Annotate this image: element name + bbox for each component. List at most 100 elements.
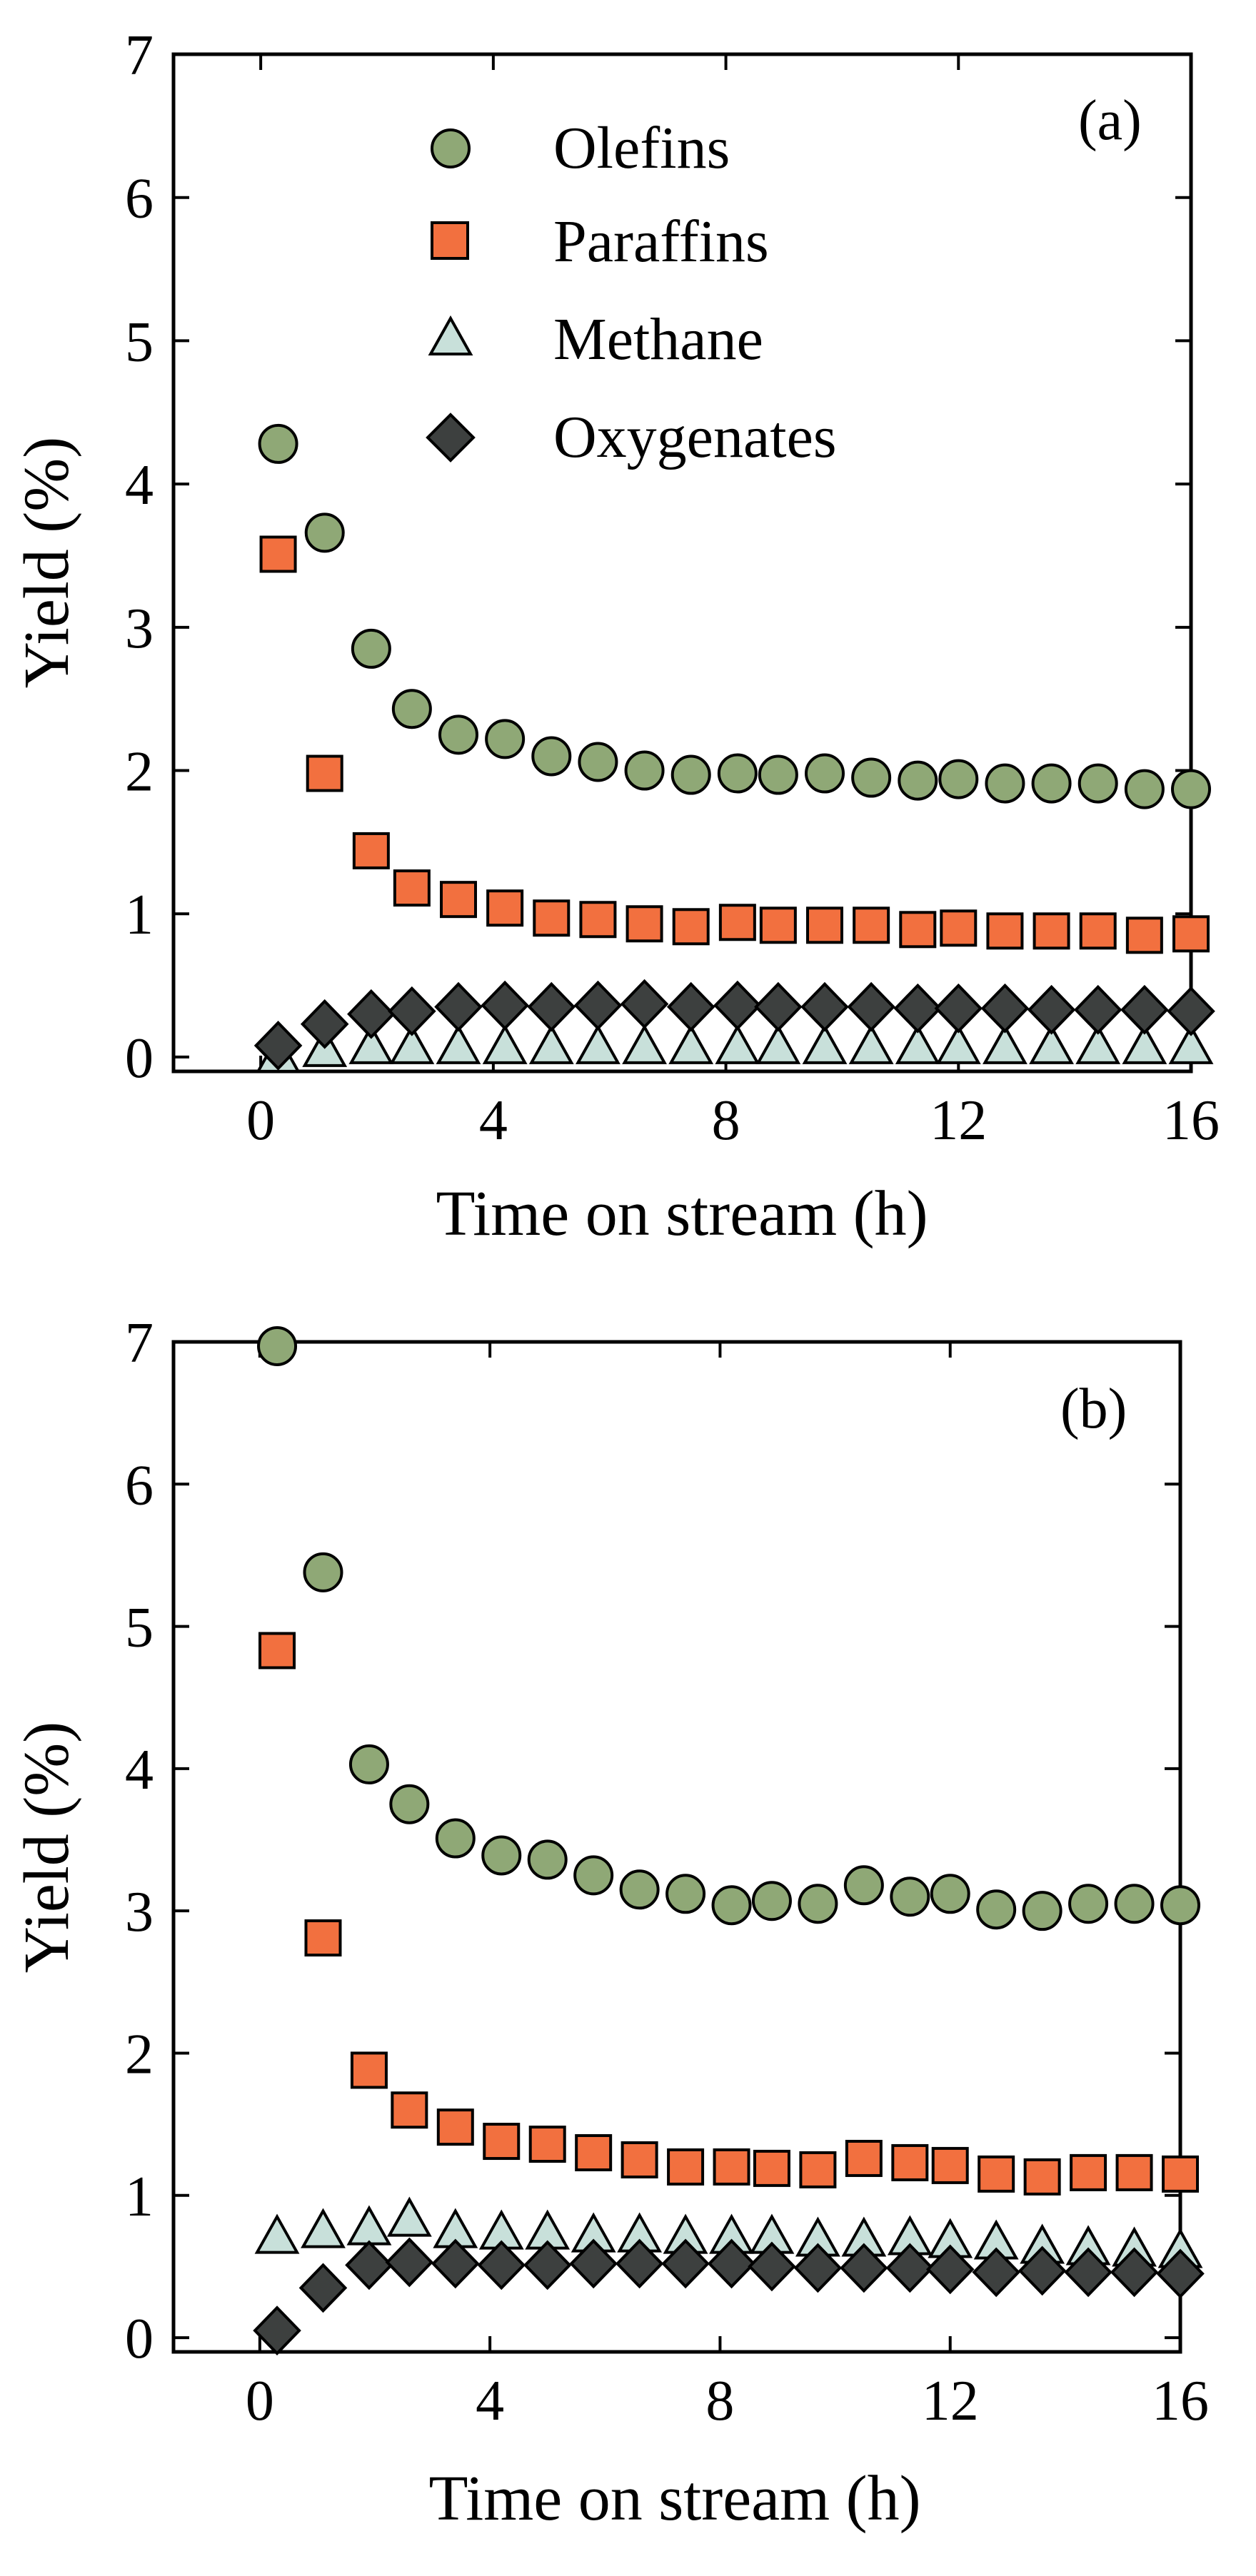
panel-a-frame bbox=[171, 52, 1193, 1074]
panel-a-olefins-point bbox=[304, 512, 345, 553]
panel-b-olefins-point bbox=[303, 1552, 343, 1592]
panel-b-methane-point bbox=[301, 2208, 346, 2248]
panel-a-olefins-point bbox=[531, 736, 572, 777]
panel-a-methane-point bbox=[622, 1024, 667, 1064]
panel-b-olefins-point bbox=[435, 1818, 476, 1859]
panel-b-y-tick-label: 3 bbox=[125, 1881, 154, 1944]
panel-b-paraffins-point bbox=[845, 2139, 883, 2177]
panel-a-oxygenates-point bbox=[713, 980, 762, 1031]
panel-a-oxygenates-point bbox=[1120, 984, 1169, 1035]
panel-a-olefins-point bbox=[438, 714, 478, 755]
panel-a-oxygenates-point bbox=[347, 989, 396, 1039]
panel-a-x-axis-title: Time on stream (h) bbox=[436, 1178, 928, 1249]
panel-b-olefins-point bbox=[619, 1869, 660, 1910]
panel-a-paraffins-point bbox=[940, 909, 978, 947]
panel-b-markers bbox=[253, 1325, 1205, 2355]
legend-olefins-icon bbox=[431, 128, 471, 168]
panel-a-paraffins-point bbox=[853, 906, 890, 944]
panel-a-y-tick-label: 6 bbox=[125, 168, 154, 231]
panel-b-olefins-point bbox=[1114, 1884, 1155, 1924]
panel-b-olefins-point bbox=[573, 1855, 614, 1896]
panel-b-oxygenates-point bbox=[972, 2247, 1020, 2298]
panel-a-oxygenates-point bbox=[666, 981, 715, 1032]
panel-a-paraffins-point bbox=[1033, 912, 1070, 950]
panel-a-oxygenates-point bbox=[573, 980, 623, 1031]
panel-b-oxygenates-point bbox=[253, 2305, 301, 2355]
panel-a-methane-point bbox=[1168, 1024, 1214, 1064]
panel-b-paraffins-point bbox=[799, 2151, 837, 2188]
panel-b-paraffins-point bbox=[1115, 2153, 1153, 2191]
panel-a-oxygenates-point bbox=[754, 981, 803, 1032]
panel-a-olefins-point bbox=[1124, 769, 1165, 809]
panel-b-olefins-point bbox=[930, 1874, 970, 1914]
panel-a-methane-point bbox=[983, 1024, 1028, 1064]
panel-a-oxygenates-point bbox=[847, 981, 895, 1032]
panel-a-y-tick-label: 0 bbox=[125, 1027, 154, 1090]
panel-a-methane-point bbox=[895, 1024, 940, 1064]
panel-a-y-tick-label: 5 bbox=[125, 310, 154, 373]
panel-a-methane-point bbox=[1122, 1024, 1167, 1064]
panel-b-oxygenates-point bbox=[569, 2238, 618, 2289]
panel-b-methane-point bbox=[254, 2213, 300, 2254]
panel-b-paraffins-point bbox=[304, 1919, 342, 1957]
panel-a-olefins-point bbox=[351, 628, 391, 669]
panel-a-methane-point bbox=[389, 1024, 435, 1064]
panel-a-olefins-point bbox=[670, 754, 711, 795]
panel-b-y-tick-label: 2 bbox=[125, 2023, 154, 2086]
panel-a-methane-point bbox=[715, 1024, 760, 1064]
panel-b-olefins-point bbox=[481, 1835, 522, 1876]
panel-b-oxygenates-point bbox=[925, 2244, 975, 2295]
panel-b-olefins-point bbox=[751, 1881, 792, 1921]
legend-item-oxygenates: Oxygenates bbox=[426, 404, 837, 470]
panel-b-olefins-point bbox=[1160, 1885, 1200, 1926]
panel-a-x-tick-label: 8 bbox=[712, 1089, 740, 1152]
panel-b-olefins-point bbox=[843, 1865, 884, 1906]
panel-a-paraffins-point bbox=[352, 832, 390, 869]
panel-a-methane-point bbox=[848, 1024, 894, 1064]
panel-b-paraffins-point bbox=[350, 2051, 388, 2089]
panel-b-ticks bbox=[174, 1340, 1182, 2352]
panel-b-oxygenates-point bbox=[1064, 2247, 1112, 2298]
panel-a-x-tick-label: 0 bbox=[246, 1089, 275, 1152]
panel-a-markers bbox=[253, 423, 1215, 1073]
panel-a-label: (a) bbox=[1078, 89, 1142, 152]
panel-a-methane-point bbox=[802, 1024, 848, 1064]
panel-a-y-tick-label: 3 bbox=[125, 597, 154, 660]
panel-b-oxygenates-point bbox=[615, 2238, 664, 2289]
panel-b-methane-point bbox=[346, 2205, 392, 2246]
panel-b-olefins-point bbox=[1068, 1884, 1109, 1924]
panel-a-methane-point bbox=[436, 1024, 481, 1064]
panel-a-olefins-point bbox=[805, 753, 845, 794]
panel-b-paraffins-point bbox=[1070, 2153, 1107, 2191]
panel-a-paraffins-point bbox=[718, 904, 756, 941]
panel-b-paraffins-point bbox=[391, 2091, 428, 2129]
legend-methane-label: Methane bbox=[553, 306, 763, 373]
panel-a-methane-point bbox=[1029, 1024, 1074, 1064]
panel-a-olefins-point bbox=[898, 760, 938, 801]
panel-a-paraffins-point bbox=[626, 905, 663, 943]
panel-b-olefins-point bbox=[1022, 1891, 1062, 1931]
panel-a-paraffins-point bbox=[579, 901, 617, 939]
panel-b-x-tick-label: 4 bbox=[476, 2370, 504, 2433]
panel-a-oxygenates-point bbox=[481, 980, 529, 1031]
panel-b-y-tick-label: 5 bbox=[125, 1597, 154, 1660]
panel-b-x-tick-label: 16 bbox=[1152, 2370, 1209, 2433]
panel-a-olefins-point bbox=[758, 754, 798, 795]
panel-b-paraffins-point bbox=[753, 2149, 790, 2187]
panel-a-x-tick-label: 4 bbox=[479, 1089, 508, 1152]
panel-a-paraffins-point bbox=[806, 906, 843, 944]
panel-b-y-axis-title: Yield (%) bbox=[11, 1722, 82, 1973]
panel-b-oxygenates-point bbox=[840, 2243, 888, 2293]
panel-b-olefins-point bbox=[527, 1839, 568, 1880]
panel-b-oxygenates-point bbox=[1018, 2246, 1067, 2296]
panel-a-methane-point bbox=[576, 1024, 621, 1064]
panel-a-olefins-point bbox=[391, 689, 432, 729]
panel-b-paraffins-point bbox=[575, 2133, 613, 2171]
panel-b-y-tick-label: 4 bbox=[125, 1739, 154, 1802]
panel-b-paraffins-point bbox=[891, 2143, 929, 2181]
panel-a-paraffins-point bbox=[486, 889, 524, 927]
panel-b-oxygenates-point bbox=[385, 2237, 434, 2288]
panel-b-oxygenates-point bbox=[1110, 2247, 1159, 2298]
